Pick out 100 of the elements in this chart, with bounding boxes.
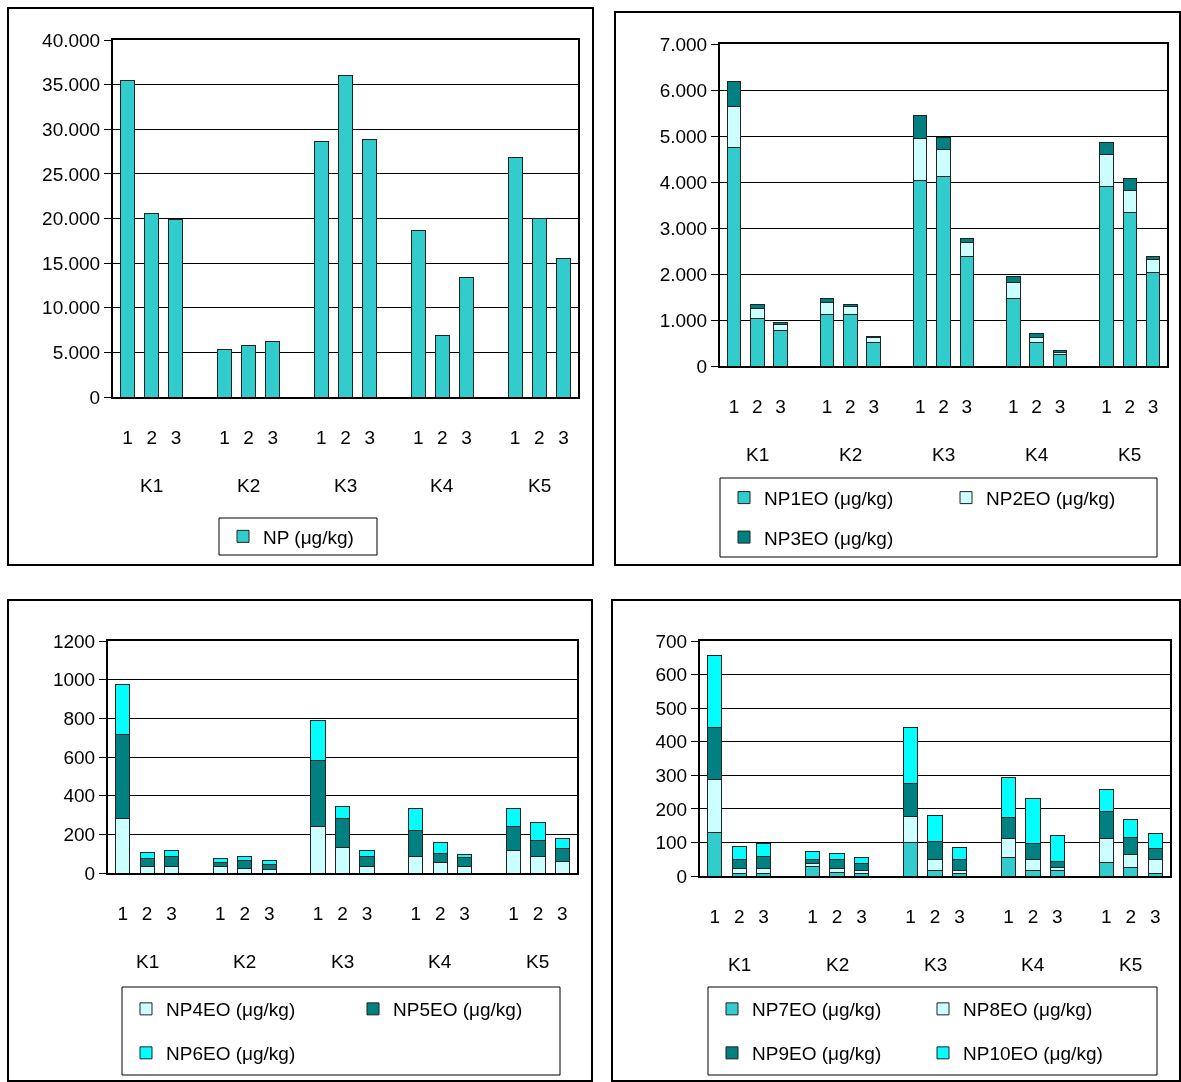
legend-label: NP6EO (μg/kg) <box>166 1043 296 1065</box>
y-tick-label: 5.000 <box>52 342 101 364</box>
text: K1 <box>728 954 752 975</box>
x-tick-label: 2 <box>845 395 856 417</box>
x-tick-label: 2 <box>141 902 153 924</box>
text: K1 <box>746 444 770 465</box>
x-tick-label: 1 <box>122 426 133 448</box>
x-tick-label: 1 <box>219 426 230 448</box>
y-tick-label: 1200 <box>52 630 96 652</box>
x-tick-label: 2 <box>434 902 446 924</box>
legend-label: NP (μg/kg) <box>263 526 354 548</box>
x-tick-label: 2 <box>532 902 544 924</box>
x-tick-label: 3 <box>775 395 786 417</box>
y-tick-label: 600 <box>655 664 688 686</box>
text: K3 <box>932 444 956 465</box>
y-tick-label: 4.000 <box>659 171 708 193</box>
y-tick-label: 6.000 <box>659 79 708 101</box>
y-tick-label: 3.000 <box>659 217 708 239</box>
text: K2 <box>839 444 863 465</box>
y-tick-label: 0 <box>676 865 688 887</box>
x-tick-label: 1 <box>509 426 521 448</box>
legend-label: NP1EO (μg/kg) <box>764 488 894 510</box>
x-tick-label: 3 <box>1052 905 1063 927</box>
x-tick-label: 3 <box>170 426 182 448</box>
text: K3 <box>334 475 358 496</box>
text: K4 <box>1021 954 1045 975</box>
x-tick-label: 2 <box>437 426 448 448</box>
x-tick-label: 1 <box>117 902 128 924</box>
x-tick-label: 3 <box>1147 395 1159 417</box>
y-tick-label: 5.000 <box>659 125 708 147</box>
y-tick-label: 7.000 <box>659 33 708 55</box>
text: K4 <box>1025 444 1049 465</box>
x-tick-label: 3 <box>1054 395 1066 417</box>
x-tick-label: 1 <box>215 902 226 924</box>
legend-label: NP9EO (μg/kg) <box>752 1043 882 1065</box>
y-tick-label: 0 <box>84 862 96 884</box>
legend-label: NP3EO (μg/kg) <box>764 527 894 549</box>
x-tick-label: 3 <box>1150 905 1161 927</box>
text: K3 <box>331 951 355 972</box>
text: K5 <box>1118 444 1142 465</box>
x-tick-label: 2 <box>733 905 745 927</box>
x-tick-label: 2 <box>340 426 351 448</box>
y-tick-label: 0 <box>696 355 708 377</box>
x-tick-label: 2 <box>831 905 843 927</box>
x-tick-label: 1 <box>1008 395 1019 417</box>
text: K5 <box>1119 954 1143 975</box>
y-tick-label: 600 <box>63 746 96 768</box>
legend-label: NP8EO (μg/kg) <box>963 999 1093 1021</box>
legend-label: NP4EO (μg/kg) <box>166 999 296 1021</box>
legend-label: NP7EO (μg/kg) <box>752 999 882 1021</box>
x-tick-label: 3 <box>459 902 470 924</box>
x-tick-label: 1 <box>728 395 740 417</box>
x-tick-label: 1 <box>1003 905 1014 927</box>
x-tick-label: 1 <box>709 905 720 927</box>
x-tick-label: 1 <box>905 905 916 927</box>
y-tick-label: 400 <box>63 785 96 807</box>
y-tick-label: 700 <box>655 630 688 652</box>
x-tick-label: 1 <box>821 395 833 417</box>
y-tick-label: 25.000 <box>42 163 101 185</box>
x-tick-label: 1 <box>315 426 327 448</box>
x-tick-label: 2 <box>337 902 348 924</box>
x-tick-label: 3 <box>558 426 569 448</box>
y-tick-label: 100 <box>655 832 688 854</box>
y-tick-label: 300 <box>655 764 688 786</box>
x-tick-label: 3 <box>461 426 472 448</box>
y-tick-label: 400 <box>655 731 688 753</box>
y-tick-label: 0 <box>89 386 101 408</box>
x-tick-label: 1 <box>412 426 424 448</box>
y-tick-label: 1.000 <box>659 309 708 331</box>
x-tick-label: 2 <box>239 902 251 924</box>
text: K2 <box>826 954 850 975</box>
text: K3 <box>924 954 948 975</box>
y-tick-label: 1000 <box>52 669 96 691</box>
y-tick-label: 200 <box>63 823 96 845</box>
x-tick-label: 2 <box>146 426 158 448</box>
y-tick-label: 20.000 <box>42 208 101 230</box>
x-tick-label: 3 <box>961 395 973 417</box>
y-tick-label: 10.000 <box>42 297 101 319</box>
text: K2 <box>237 475 261 496</box>
text: K5 <box>528 475 552 496</box>
x-tick-label: 3 <box>954 905 965 927</box>
y-tick-label: 40.000 <box>42 29 101 51</box>
x-tick-label: 2 <box>1027 905 1039 927</box>
x-tick-label: 1 <box>1101 905 1112 927</box>
x-tick-label: 3 <box>166 902 177 924</box>
x-tick-label: 2 <box>751 395 763 417</box>
x-tick-label: 2 <box>533 426 545 448</box>
x-tick-label: 1 <box>1101 395 1112 417</box>
legend-label: NP2EO (μg/kg) <box>986 488 1116 510</box>
text: K4 <box>430 475 454 496</box>
legend-label: NP10EO (μg/kg) <box>963 1043 1103 1065</box>
x-tick-label: 3 <box>758 905 769 927</box>
x-tick-label: 2 <box>243 426 254 448</box>
x-tick-label: 3 <box>361 902 373 924</box>
x-tick-label: 2 <box>929 905 941 927</box>
x-tick-label: 3 <box>263 902 275 924</box>
x-tick-label: 3 <box>868 395 879 417</box>
text: K5 <box>526 951 550 972</box>
x-tick-label: 3 <box>557 902 568 924</box>
x-tick-label: 2 <box>1031 395 1042 417</box>
